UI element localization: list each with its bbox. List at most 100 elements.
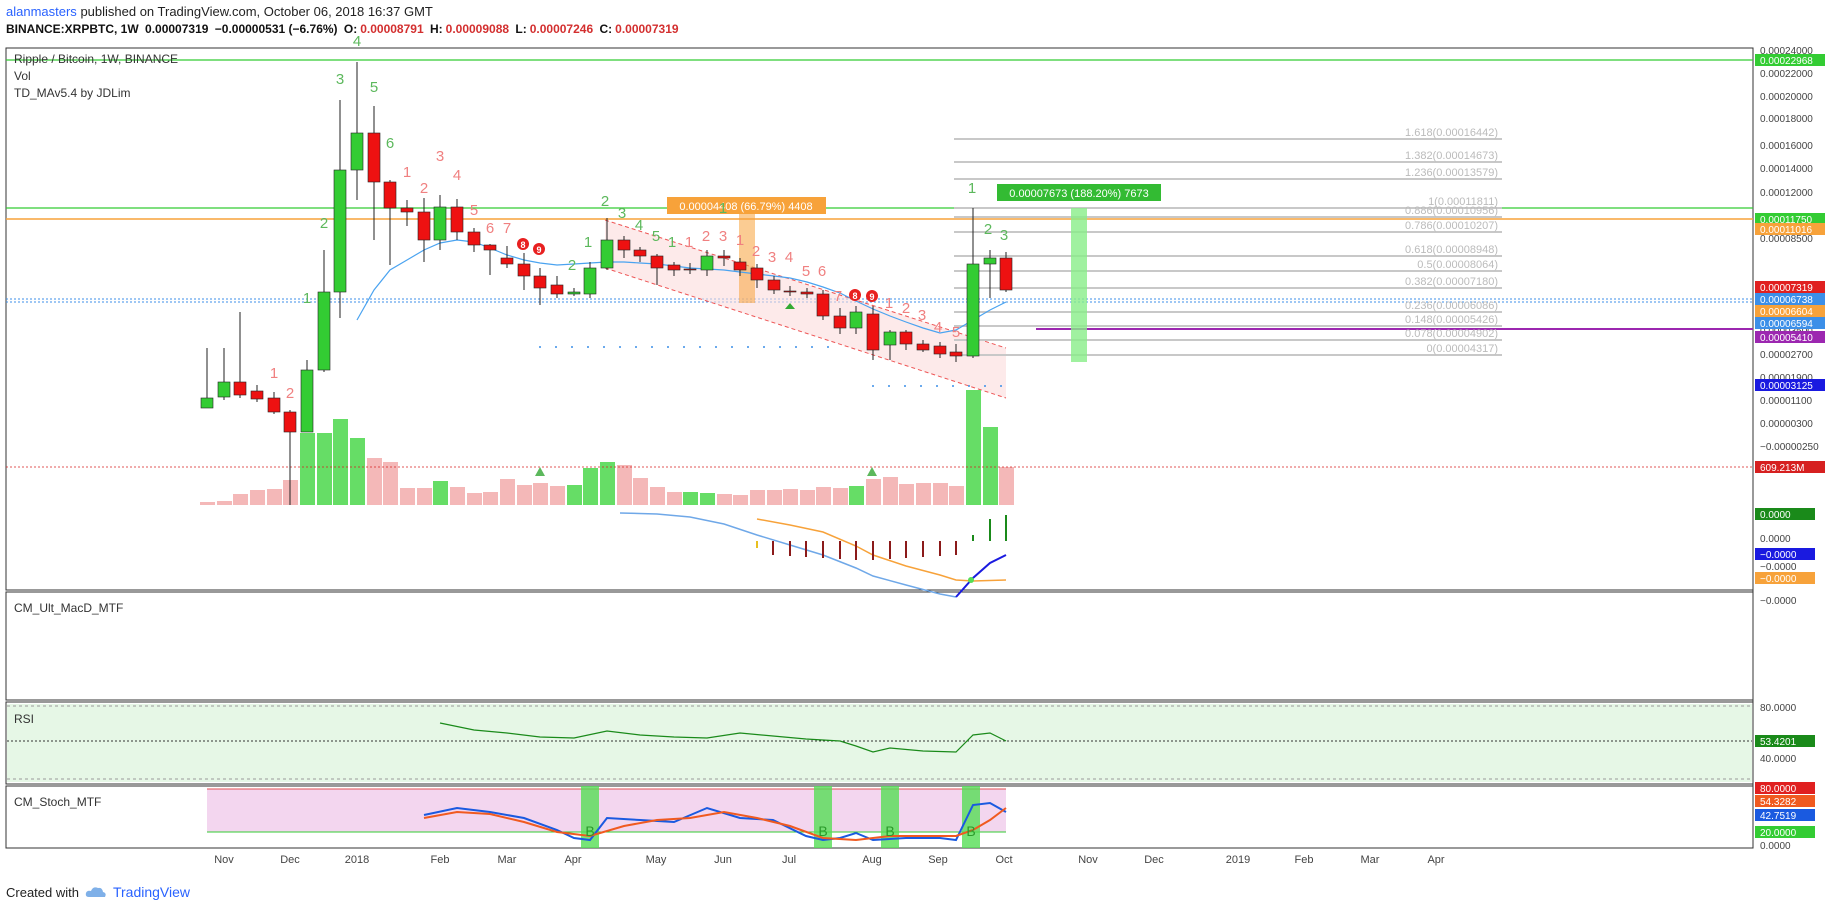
volume-bar bbox=[233, 494, 248, 505]
candle-body bbox=[233, 381, 247, 396]
td-count-label: 1 bbox=[270, 365, 278, 382]
support-dot bbox=[587, 346, 589, 348]
price-label-bg bbox=[1755, 317, 1825, 329]
support-dot bbox=[619, 346, 621, 348]
macd-title: CM_Ult_MacD_MTF bbox=[14, 601, 124, 615]
volume-bar bbox=[966, 390, 981, 505]
td-count-label: 4 bbox=[934, 319, 942, 336]
vol-legend: Vol bbox=[14, 69, 31, 83]
price-label: 0.00006604 bbox=[1760, 307, 1813, 318]
candle-body bbox=[717, 255, 731, 259]
tradingview-link[interactable]: TradingView bbox=[112, 884, 191, 900]
measure-label-green bbox=[997, 184, 1161, 201]
stoch-buy-zone bbox=[814, 786, 832, 848]
candle-body bbox=[367, 132, 381, 183]
x-tick-label: Feb bbox=[1295, 854, 1314, 866]
td-count-label: 5 bbox=[470, 202, 478, 219]
macd-axis-label: −0.0000 bbox=[1760, 562, 1797, 573]
volume-bar bbox=[899, 484, 914, 505]
candle-body bbox=[600, 239, 614, 269]
x-tick-label: Apr bbox=[1427, 854, 1444, 866]
price-label: 0.00005410 bbox=[1760, 333, 1813, 344]
x-tick-label: Dec bbox=[280, 854, 300, 866]
candle-body bbox=[783, 290, 797, 293]
rsi-label-bg bbox=[1755, 735, 1815, 747]
fib-level-label: 0.5(0.00008064) bbox=[1417, 259, 1498, 271]
macd-axis-label: 0.0000 bbox=[1760, 510, 1791, 521]
candle-body bbox=[949, 351, 963, 357]
candle-body bbox=[767, 279, 781, 291]
td-count-label: 3 bbox=[336, 71, 344, 88]
price-label: 0.00006738 bbox=[1760, 295, 1813, 306]
fib-level-label: 0.618(0.00008948) bbox=[1405, 244, 1498, 256]
td-marker-number: 9 bbox=[536, 245, 541, 255]
macd-label-bg bbox=[1755, 548, 1815, 560]
volume-bar bbox=[816, 487, 831, 505]
support-dot bbox=[968, 385, 970, 387]
stoch-label-bg bbox=[1755, 826, 1815, 838]
author-link[interactable]: alanmasters bbox=[6, 4, 77, 19]
volume-bar bbox=[583, 468, 598, 505]
created-with-label: Created with bbox=[6, 884, 79, 900]
buy-signal-triangle bbox=[535, 467, 545, 476]
volume-bar bbox=[833, 488, 848, 505]
y-tick-label: 0.00016000 bbox=[1760, 141, 1813, 152]
stoch-label-bg bbox=[1755, 795, 1815, 807]
descending-channel bbox=[605, 220, 1006, 398]
td-marker-circle bbox=[517, 238, 529, 250]
td-count-label: 1 bbox=[668, 234, 676, 251]
candle-body bbox=[800, 291, 814, 295]
support-dot bbox=[603, 346, 605, 348]
candle-body bbox=[983, 257, 997, 265]
stoch-label-bg bbox=[1755, 809, 1815, 821]
td-count-label: 7 bbox=[834, 288, 842, 305]
volume-bar bbox=[483, 492, 498, 505]
y-tick-label: 0.00020000 bbox=[1760, 92, 1813, 103]
measure-label-green-text: 0.00007673 (188.20%) 7673 bbox=[1009, 188, 1148, 200]
td-count-label: 5 bbox=[802, 263, 810, 280]
stoch-buy-zone bbox=[881, 786, 899, 848]
candle-body bbox=[633, 249, 647, 257]
candle-body bbox=[433, 206, 447, 241]
x-tick-label: Nov bbox=[1078, 854, 1098, 866]
td-count-label: 7 bbox=[503, 220, 511, 237]
td-count-label: 3 bbox=[768, 249, 776, 266]
td-marker-circle bbox=[866, 290, 878, 302]
candle-body bbox=[899, 331, 913, 345]
fib-level-label: 0(0.00004317) bbox=[1426, 343, 1498, 355]
volume-bar bbox=[916, 483, 931, 505]
candle-body bbox=[650, 255, 664, 269]
volume-bar bbox=[567, 485, 582, 505]
macd-recent-line bbox=[955, 554, 1007, 598]
ma-line bbox=[356, 239, 1007, 334]
volume-bar bbox=[400, 488, 415, 505]
y-tick-label: 0.00001900 bbox=[1760, 373, 1813, 384]
fib-level-label: 1.618(0.00016442) bbox=[1405, 127, 1498, 139]
candle-body bbox=[933, 345, 947, 355]
stoch-pane-frame bbox=[5, 785, 1754, 849]
candle-body bbox=[533, 275, 547, 289]
x-tick-label: Aug bbox=[862, 854, 882, 866]
support-dot bbox=[683, 346, 685, 348]
candle-body bbox=[483, 244, 497, 251]
volume-bar bbox=[717, 494, 732, 505]
y-tick-label: 0.00022000 bbox=[1760, 69, 1813, 80]
td-count-label: 3 bbox=[618, 205, 626, 222]
x-tick-label: Nov bbox=[214, 854, 234, 866]
volume-bar bbox=[949, 486, 964, 505]
volume-bar bbox=[467, 493, 482, 505]
support-dot bbox=[555, 346, 557, 348]
td-count-label: 1 bbox=[736, 232, 744, 249]
td-count-label: 1 bbox=[968, 180, 976, 197]
candle-body bbox=[200, 397, 214, 409]
support-dot bbox=[715, 346, 717, 348]
candle-body bbox=[733, 261, 747, 271]
rsi-axis-label: 40.0000 bbox=[1760, 754, 1797, 765]
candle-body bbox=[866, 313, 880, 351]
support-dot bbox=[936, 385, 938, 387]
td-count-label: 2 bbox=[286, 385, 294, 402]
price-label: 0.00022968 bbox=[1760, 56, 1813, 67]
td-marker-circle bbox=[533, 243, 545, 255]
td-count-label: 1 bbox=[885, 295, 893, 312]
